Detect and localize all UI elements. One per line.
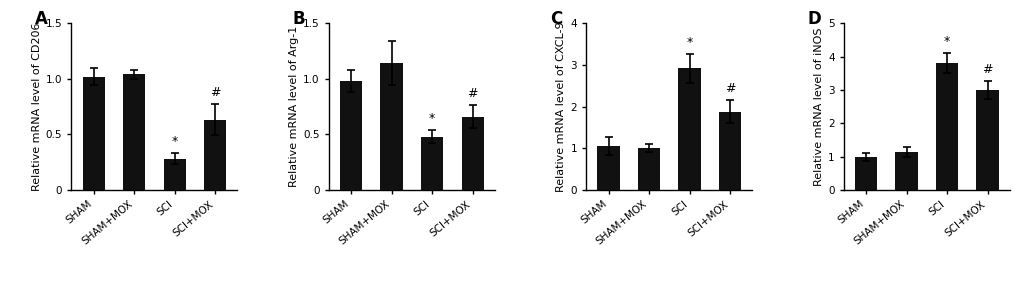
Bar bbox=[597, 146, 620, 190]
Bar bbox=[204, 120, 226, 190]
Bar bbox=[380, 63, 403, 190]
Bar bbox=[854, 157, 876, 190]
Bar bbox=[935, 63, 957, 190]
Y-axis label: Relative mRNA level of iNOS: Relative mRNA level of iNOS bbox=[813, 27, 823, 186]
Text: #: # bbox=[725, 82, 735, 95]
Bar bbox=[678, 68, 700, 190]
Y-axis label: Relative mRNA level of Arg-1: Relative mRNA level of Arg-1 bbox=[288, 26, 299, 187]
Bar bbox=[895, 152, 917, 190]
Bar bbox=[83, 77, 105, 190]
Y-axis label: Relative mRNA level of CXCL-9: Relative mRNA level of CXCL-9 bbox=[556, 21, 566, 192]
Bar bbox=[421, 137, 443, 190]
Bar bbox=[461, 117, 483, 190]
Text: #: # bbox=[210, 86, 220, 99]
Bar bbox=[339, 81, 362, 190]
Text: #: # bbox=[467, 88, 478, 100]
Bar bbox=[975, 90, 998, 190]
Bar bbox=[637, 148, 659, 190]
Text: *: * bbox=[686, 36, 692, 49]
Y-axis label: Relative mRNA level of CD206: Relative mRNA level of CD206 bbox=[32, 22, 42, 191]
Bar bbox=[163, 159, 185, 190]
Bar bbox=[123, 74, 145, 190]
Text: A: A bbox=[35, 10, 48, 28]
Text: *: * bbox=[171, 135, 177, 148]
Text: B: B bbox=[292, 10, 305, 28]
Text: *: * bbox=[429, 112, 435, 125]
Text: C: C bbox=[549, 10, 561, 28]
Text: D: D bbox=[806, 10, 820, 28]
Text: #: # bbox=[981, 62, 991, 76]
Text: *: * bbox=[943, 35, 950, 48]
Bar bbox=[718, 112, 741, 190]
